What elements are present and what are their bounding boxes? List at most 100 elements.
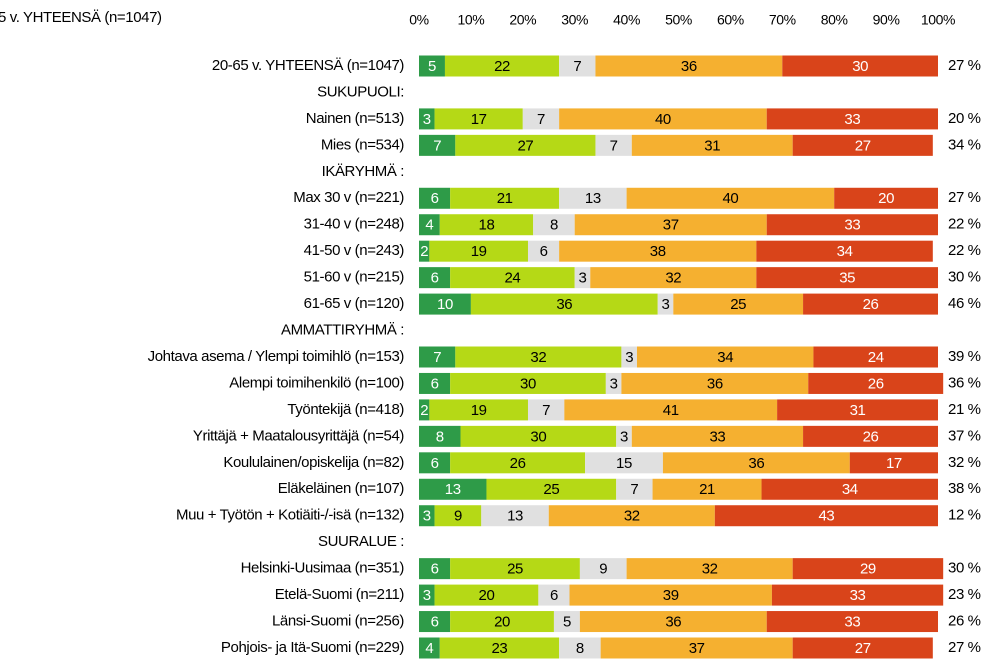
bar-segment bbox=[434, 108, 523, 130]
bar-segment bbox=[808, 372, 944, 394]
bar-segment bbox=[419, 240, 430, 262]
bar-segment bbox=[761, 478, 938, 500]
segment-label: 36 bbox=[556, 296, 572, 313]
category-label: Muu + Työtön + Kotiäiti-/-isä (n=132) bbox=[176, 507, 404, 524]
bar-segment bbox=[434, 584, 539, 606]
segment-label: 33 bbox=[844, 217, 860, 234]
segment-label: 27 bbox=[517, 137, 533, 154]
segment-label: 6 bbox=[431, 614, 439, 631]
bar-segment bbox=[450, 611, 554, 633]
segment-label: 15 bbox=[616, 455, 632, 472]
segment-label: 5 bbox=[563, 614, 571, 631]
bar-segment bbox=[486, 478, 617, 500]
segment-label: 26 bbox=[863, 428, 879, 445]
segment-label: 40 bbox=[655, 111, 671, 128]
bar-segment bbox=[455, 134, 596, 156]
row-total: 22 % bbox=[948, 242, 981, 259]
row-total: 34 % bbox=[948, 136, 981, 153]
bar-segment bbox=[419, 425, 461, 447]
x-tick-label: 60% bbox=[717, 12, 744, 28]
segment-label: 25 bbox=[543, 481, 559, 498]
bar-segment bbox=[481, 505, 549, 527]
segment-label: 3 bbox=[620, 428, 628, 445]
segment-label: 19 bbox=[471, 402, 487, 419]
bar-segment bbox=[419, 478, 487, 500]
row-total: 27 % bbox=[948, 57, 981, 74]
segment-label: 31 bbox=[704, 137, 720, 154]
bar-segment bbox=[590, 267, 757, 289]
segment-label: 2 bbox=[420, 402, 428, 419]
row-total: 30 % bbox=[948, 269, 981, 286]
segment-label: 6 bbox=[431, 190, 439, 207]
x-tick-label: 90% bbox=[873, 12, 900, 28]
category-label: 51-60 v (n=215) bbox=[304, 269, 405, 286]
segment-label: 9 bbox=[454, 508, 462, 525]
segment-label: 33 bbox=[844, 111, 860, 128]
segment-label: 10 bbox=[437, 296, 453, 313]
bar-segment bbox=[419, 505, 435, 527]
bar-segment bbox=[419, 108, 435, 130]
bar-segment bbox=[419, 187, 451, 209]
segment-label: 32 bbox=[624, 508, 640, 525]
segment-label: 32 bbox=[530, 349, 546, 366]
segment-label: 25 bbox=[730, 296, 746, 313]
segment-label: 8 bbox=[576, 640, 584, 657]
x-tick-label: 80% bbox=[821, 12, 848, 28]
category-label: Pohjois- ja Itä-Suomi (n=229) bbox=[221, 639, 404, 656]
bar-segment bbox=[756, 240, 933, 262]
row-total: 23 % bbox=[948, 586, 981, 603]
bar-segment bbox=[792, 558, 944, 580]
segment-label: 34 bbox=[842, 481, 858, 498]
segment-label: 29 bbox=[860, 561, 876, 578]
segment-label: 20 bbox=[494, 614, 510, 631]
segment-label: 40 bbox=[722, 190, 738, 207]
bar-segment bbox=[652, 478, 762, 500]
row-total: 27 % bbox=[948, 189, 981, 206]
segment-label: 25 bbox=[507, 561, 523, 578]
bar-segment bbox=[579, 558, 627, 580]
bar-segment bbox=[429, 240, 528, 262]
bar-segment bbox=[605, 372, 622, 394]
bar-segment bbox=[455, 346, 622, 368]
row-total: 39 % bbox=[948, 348, 981, 365]
segment-label: 38 bbox=[650, 243, 666, 260]
bar-segment bbox=[450, 558, 580, 580]
segment-label: 21 bbox=[497, 190, 513, 207]
category-label: Eläkeläinen (n=107) bbox=[278, 480, 405, 497]
bar-segment bbox=[419, 293, 471, 315]
bar-segment bbox=[714, 505, 938, 527]
segment-label: 6 bbox=[431, 270, 439, 287]
bar-segment bbox=[419, 134, 456, 156]
bar-segment bbox=[419, 637, 440, 659]
category-label: Koululainen/opiskelija (n=82) bbox=[223, 454, 404, 471]
bar-segment bbox=[849, 452, 938, 474]
segment-label: 3 bbox=[625, 349, 633, 366]
bar-segment bbox=[834, 187, 938, 209]
row-total: 32 % bbox=[948, 454, 981, 471]
category-label: SUKUPUOLI: bbox=[317, 83, 404, 100]
bar-segment bbox=[538, 584, 570, 606]
bar-segment bbox=[792, 637, 933, 659]
category-label: 41-50 v (n=243) bbox=[304, 242, 405, 259]
category-label: Helsinki-Uusimaa (n=351) bbox=[241, 560, 405, 577]
segment-label: 37 bbox=[689, 640, 705, 657]
category-label: Yrittäjä + Maatalousyrittäjä (n=54) bbox=[193, 427, 405, 444]
segment-label: 13 bbox=[507, 508, 523, 525]
segment-label: 33 bbox=[850, 587, 866, 604]
segment-label: 3 bbox=[662, 296, 670, 313]
bar-segment bbox=[585, 452, 663, 474]
segment-label: 7 bbox=[542, 402, 550, 419]
segment-label: 41 bbox=[663, 402, 679, 419]
row-total: 20 % bbox=[948, 110, 981, 127]
segment-label: 20 bbox=[479, 587, 495, 604]
bar-segment bbox=[548, 505, 715, 527]
segment-label: 30 bbox=[520, 375, 536, 392]
bar-segment bbox=[559, 55, 596, 77]
segment-label: 6 bbox=[431, 561, 439, 578]
segment-label: 34 bbox=[717, 349, 733, 366]
bar-segment bbox=[803, 293, 938, 315]
segment-label: 3 bbox=[579, 270, 587, 287]
bar-segment bbox=[621, 346, 637, 368]
bar-segment bbox=[574, 267, 591, 289]
bar-segment bbox=[579, 611, 767, 633]
